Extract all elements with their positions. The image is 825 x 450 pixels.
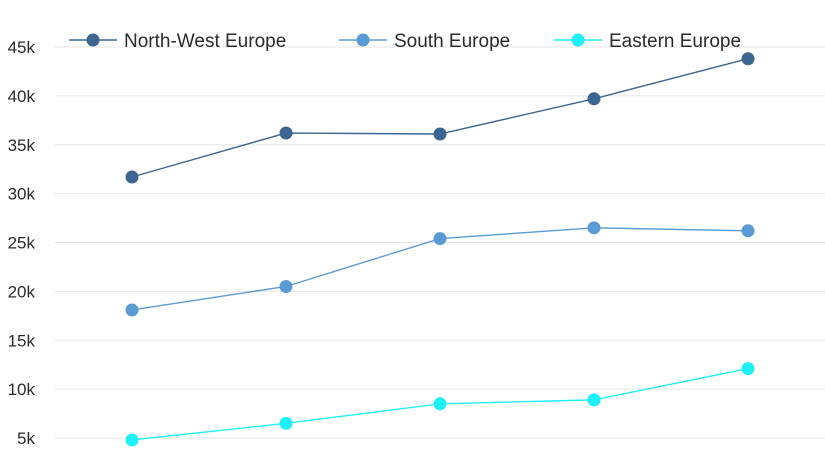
data-point[interactable] — [433, 127, 447, 141]
data-point[interactable] — [279, 416, 293, 430]
y-tick-label: 25k — [8, 234, 36, 253]
data-point[interactable] — [587, 393, 601, 407]
data-point[interactable] — [125, 303, 139, 317]
data-point[interactable] — [741, 52, 755, 66]
y-tick-label: 10k — [8, 380, 36, 399]
data-point[interactable] — [279, 126, 293, 140]
series-south-europe — [125, 221, 755, 317]
series-group — [125, 52, 755, 447]
data-point[interactable] — [433, 397, 447, 411]
legend-item[interactable]: Eastern Europe — [554, 31, 741, 52]
y-tick-label: 40k — [8, 87, 36, 106]
legend-marker — [356, 33, 370, 47]
legend-label: Eastern Europe — [609, 31, 741, 52]
legend-marker — [86, 33, 100, 47]
data-point[interactable] — [125, 170, 139, 184]
data-point[interactable] — [587, 92, 601, 106]
legend-item[interactable]: South Europe — [339, 31, 510, 52]
data-point[interactable] — [433, 232, 447, 246]
legend-label: South Europe — [394, 31, 510, 52]
legend-item[interactable]: North-West Europe — [69, 31, 286, 52]
y-tick-label: 45k — [8, 38, 36, 57]
legend-label: North-West Europe — [124, 31, 286, 52]
y-tick-label: 15k — [8, 331, 36, 350]
legend: North-West Europe South Europe Eastern Eur… — [69, 31, 741, 52]
data-point[interactable] — [587, 221, 601, 235]
data-point[interactable] — [279, 279, 293, 293]
data-point[interactable] — [741, 362, 755, 376]
y-axis-tick-labels: 5k 10k 15k 20k 25k 30k 35k 40k 45k — [8, 38, 36, 448]
legend-marker — [571, 33, 585, 47]
y-tick-label: 30k — [8, 185, 36, 204]
data-point[interactable] — [741, 224, 755, 238]
y-tick-label: 35k — [8, 136, 36, 155]
series-eastern-europe — [125, 362, 755, 447]
data-point[interactable] — [125, 433, 139, 447]
y-tick-label: 20k — [8, 282, 36, 301]
series-line — [131, 58, 749, 178]
y-tick-label: 5k — [17, 429, 35, 448]
series-north-west-europe — [125, 52, 755, 184]
